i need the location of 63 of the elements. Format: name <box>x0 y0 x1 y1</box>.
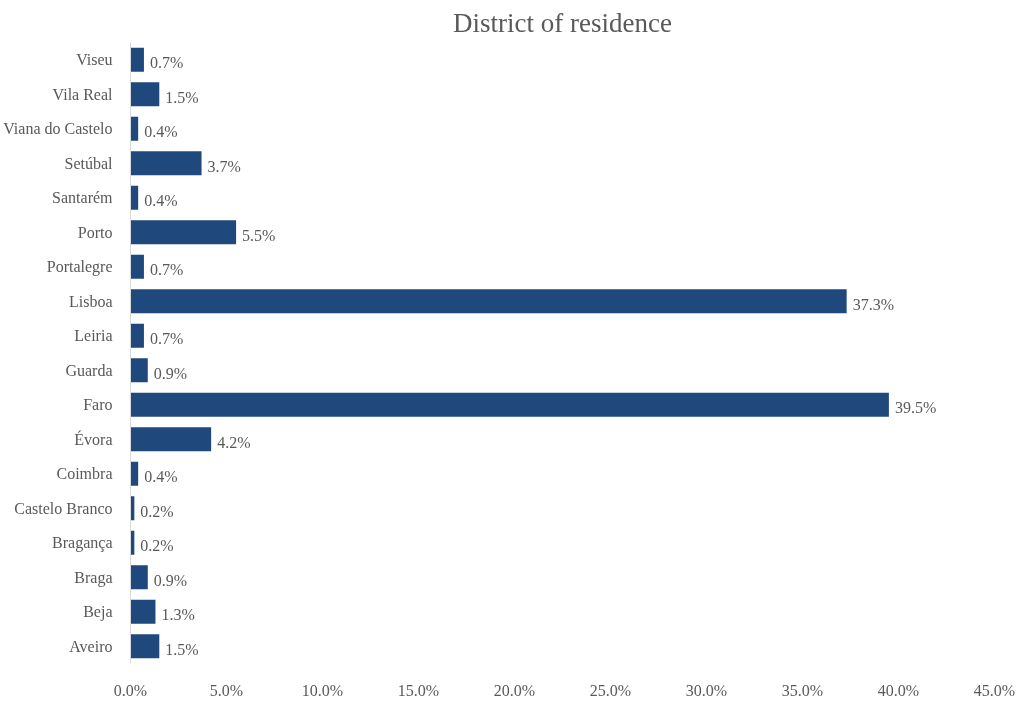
data-label: 5.5% <box>242 226 276 244</box>
x-tick-label: 0.0% <box>113 681 148 699</box>
y-tick-label: Évora <box>74 429 113 448</box>
y-tick-label: Viseu <box>76 51 113 69</box>
bar <box>130 220 237 245</box>
data-label: 1.5% <box>165 88 199 106</box>
data-label: 0.4% <box>144 123 178 141</box>
y-tick-label: Vila Real <box>52 85 114 103</box>
bar <box>130 185 139 210</box>
bar <box>130 151 202 176</box>
data-label: 0.9% <box>153 571 188 589</box>
x-tick-label: 25.0% <box>589 681 632 699</box>
data-label: 0.9% <box>153 364 188 382</box>
y-tick-label: Castelo Branco <box>14 499 113 517</box>
x-tick-label: 10.0% <box>301 681 344 699</box>
data-label: 4.2% <box>217 433 251 451</box>
y-tick-label: Braga <box>74 568 113 587</box>
y-tick-label: Leiria <box>74 327 113 345</box>
bar <box>130 254 144 279</box>
bar <box>130 461 139 486</box>
y-tick-label: Santarém <box>52 189 114 207</box>
x-tick-label: 40.0% <box>877 681 920 699</box>
data-label: 0.7% <box>149 261 184 279</box>
bar <box>130 358 148 383</box>
y-tick-label: Beja <box>83 603 113 622</box>
y-tick-label: Aveiro <box>69 637 113 655</box>
bar <box>130 323 144 348</box>
data-label: 0.7% <box>149 330 184 348</box>
y-tick-label: Setúbal <box>64 154 114 172</box>
y-tick-label: Bragança <box>52 534 113 553</box>
x-tick-label: 20.0% <box>493 681 536 699</box>
bar <box>130 47 144 72</box>
y-tick-label: Porto <box>77 223 113 241</box>
bar <box>130 392 889 417</box>
data-label: 3.7% <box>207 157 241 175</box>
y-tick-label: Faro <box>83 396 113 414</box>
data-label: 0.2% <box>140 502 174 520</box>
y-tick-label: Coimbra <box>56 465 113 483</box>
x-tick-label: 15.0% <box>397 681 440 699</box>
x-tick-label: 5.0% <box>209 681 244 699</box>
data-label: 1.5% <box>165 640 199 658</box>
chart-title: District of residence <box>453 7 672 38</box>
y-tick-label: Portalegre <box>46 258 113 277</box>
data-label: 0.7% <box>149 54 184 72</box>
y-tick-label: Guarda <box>65 361 113 379</box>
data-label: 39.5% <box>894 399 937 417</box>
bar <box>130 634 160 659</box>
y-tick-label: Lisboa <box>68 292 113 310</box>
bar <box>130 289 847 314</box>
bar <box>130 427 212 452</box>
data-label: 0.4% <box>144 192 178 210</box>
bar <box>130 82 160 107</box>
bar <box>130 565 148 590</box>
data-label: 1.3% <box>161 606 195 624</box>
bar <box>130 116 139 141</box>
x-tick-label: 45.0% <box>973 681 1016 699</box>
data-label: 0.2% <box>140 537 174 555</box>
x-tick-label: 35.0% <box>781 681 824 699</box>
y-tick-label: Viana do Castelo <box>3 120 113 138</box>
x-tick-label: 30.0% <box>685 681 728 699</box>
bar <box>130 599 156 624</box>
data-label: 0.4% <box>144 468 178 486</box>
data-label: 37.3% <box>852 295 894 313</box>
